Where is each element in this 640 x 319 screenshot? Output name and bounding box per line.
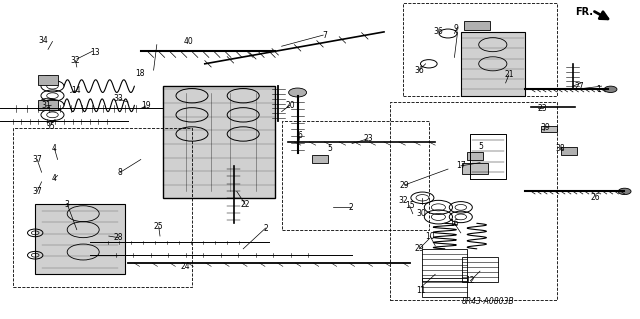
Text: FR.: FR. [575,7,593,17]
Text: 5: 5 [327,144,332,153]
Bar [561,147,577,155]
Bar [312,155,328,163]
FancyBboxPatch shape [163,86,275,198]
Text: 18: 18 [135,69,144,78]
Bar [541,126,557,132]
Text: 16: 16 [449,219,460,228]
Text: 4: 4 [52,174,57,183]
Text: 37: 37 [32,187,42,196]
Text: 39: 39 [540,123,550,132]
Bar [38,100,58,110]
Text: 26: 26 [590,193,600,202]
Text: 40: 40 [184,37,194,46]
Circle shape [618,188,631,195]
Text: 3: 3 [65,200,70,209]
Text: 32: 32 [70,56,81,65]
Bar [422,278,467,297]
Text: 1: 1 [596,85,601,94]
FancyBboxPatch shape [461,32,525,96]
Text: 36: 36 [414,66,424,75]
Text: 28: 28 [114,233,123,242]
Text: 4: 4 [52,144,57,153]
Text: 30: 30 [416,209,426,218]
Bar [462,163,488,174]
Text: 38: 38 [555,144,565,153]
Text: 24: 24 [180,262,191,271]
Bar [38,75,58,85]
Text: 19: 19 [141,101,151,110]
Text: 12: 12 [466,276,475,285]
Text: 2: 2 [263,224,268,233]
Text: 34: 34 [38,36,49,45]
Text: 35: 35 [45,122,55,130]
Text: 21: 21 [504,70,513,79]
Text: 22: 22 [241,200,250,209]
Bar [464,21,490,30]
Text: 5: 5 [479,142,484,151]
Text: 36: 36 [433,27,444,36]
Bar [463,257,498,282]
Text: 20: 20 [285,101,295,110]
Text: 6: 6 [297,131,302,140]
Text: 17: 17 [456,161,466,170]
Text: 15: 15 [404,201,415,210]
Text: 29: 29 [414,244,424,253]
Text: 32: 32 [398,197,408,205]
Circle shape [289,88,307,97]
Text: 29: 29 [399,181,410,189]
Text: 27: 27 [574,82,584,91]
Bar [467,152,483,160]
Circle shape [604,86,617,93]
Text: 31: 31 [41,101,51,110]
Text: 8R43-A0803B: 8R43-A0803B [461,297,514,306]
Text: 23: 23 [538,104,548,113]
Text: 13: 13 [90,48,100,57]
Text: 7: 7 [323,31,328,40]
Text: 23: 23 [363,134,373,143]
Bar [422,249,467,281]
Text: 2: 2 [348,203,353,212]
Text: 8: 8 [118,168,123,177]
Text: 11: 11 [417,286,426,295]
Text: 33: 33 [113,94,124,103]
Text: 25: 25 [154,222,164,231]
Text: 37: 37 [32,155,42,164]
Text: 9: 9 [454,24,459,33]
FancyBboxPatch shape [35,204,125,274]
Text: 10: 10 [425,232,435,241]
Text: 14: 14 [70,86,81,95]
